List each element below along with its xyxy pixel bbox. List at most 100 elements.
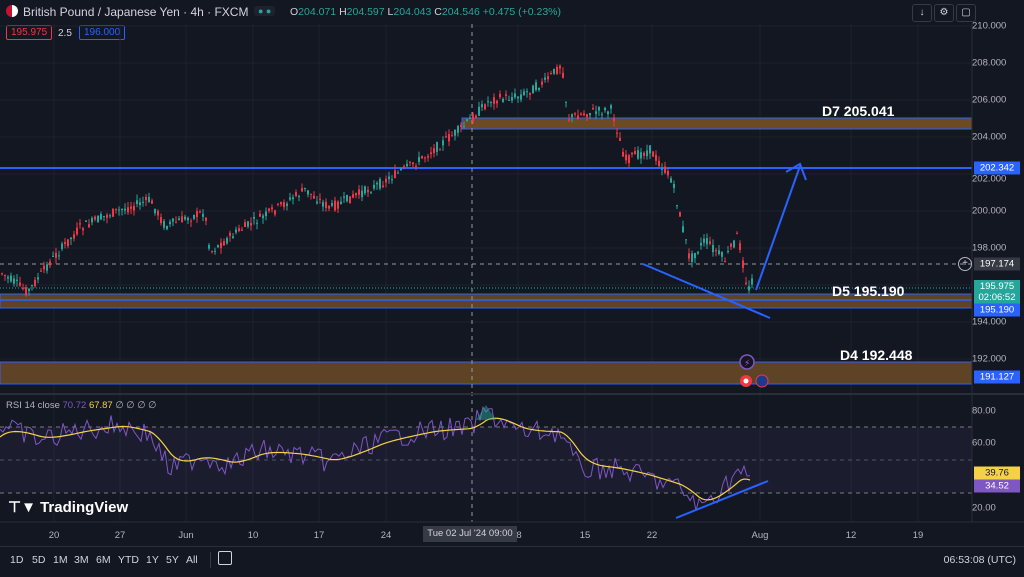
timeframe-3m[interactable]: 3M — [74, 554, 89, 566]
time-tick: Jun — [178, 530, 194, 541]
candle-body — [415, 165, 417, 167]
time-tick: 12 — [845, 530, 857, 541]
candle-body — [133, 206, 135, 211]
bottom-toolbar — [0, 546, 1024, 577]
candle-body — [622, 151, 624, 157]
candle-body — [178, 218, 180, 221]
candle-body — [655, 154, 657, 161]
candle-body — [103, 215, 105, 217]
candle-body — [736, 233, 738, 235]
rsi-overbought-fill — [476, 405, 496, 420]
down-arrow-icon[interactable]: ↓ — [912, 4, 932, 22]
candle-body — [529, 92, 531, 95]
candle-body — [484, 104, 486, 110]
candle-body — [202, 213, 204, 217]
candle-body — [487, 101, 489, 103]
tradingview-logo[interactable]: ⊤▼ TradingView — [8, 499, 129, 516]
candle-body — [139, 202, 141, 206]
price-tick: 198.000 — [972, 242, 1007, 254]
screenshot-icon[interactable]: ▢ — [956, 4, 976, 22]
utc-clock[interactable]: 06:53:08 (UTC) — [943, 554, 1016, 566]
candle-body — [373, 184, 375, 189]
timeframe-1d[interactable]: 1D — [10, 554, 24, 566]
candle-body — [196, 211, 198, 218]
candle-body — [691, 253, 693, 262]
ohlc-readout: O204.071 H204.597 L204.043 C204.546 +0.4… — [290, 6, 561, 18]
candle-body — [724, 260, 726, 263]
candle-body — [517, 96, 519, 99]
candle-body — [613, 117, 615, 121]
rsi-legend[interactable]: RSI 14 close 70.72 67.87 ∅ ∅ ∅ ∅ — [6, 400, 157, 411]
price-tick: 208.000 — [972, 57, 1007, 69]
candle-body — [253, 217, 255, 219]
candle-body — [475, 115, 477, 118]
candle-body — [598, 106, 600, 111]
candle-body — [343, 196, 345, 198]
d5-label[interactable]: D5 195.190 — [832, 283, 905, 299]
candle-body — [322, 202, 324, 207]
candle-body — [607, 111, 609, 115]
candle-body — [466, 119, 468, 121]
candle-body — [166, 225, 168, 230]
candle-body — [148, 196, 150, 202]
candle-body — [49, 261, 51, 266]
candle-body — [376, 182, 378, 185]
candle-body — [241, 229, 243, 231]
timeframe-1m[interactable]: 1M — [53, 554, 68, 566]
candle-body — [406, 163, 408, 167]
candle-body — [619, 138, 621, 141]
candle-body — [175, 221, 177, 223]
rsi-tick: 80.00 — [972, 405, 996, 417]
candle-body — [547, 76, 549, 80]
candle-body — [661, 168, 663, 170]
candle-body — [28, 288, 30, 292]
price-tick: 202.000 — [972, 173, 1007, 185]
candle-body — [721, 252, 723, 257]
rsi-tick: 20.00 — [972, 502, 996, 514]
symbol-title[interactable]: British Pound / Japanese Yen · 4h · FXCM — [23, 5, 249, 19]
timeframe-5y[interactable]: 5Y — [166, 554, 179, 566]
timeframe-6m[interactable]: 6M — [96, 554, 111, 566]
candle-body — [349, 196, 351, 204]
candle-body — [652, 151, 654, 157]
uk-flag-icon — [755, 374, 769, 388]
candle-body — [280, 202, 282, 205]
settings-icon[interactable]: ⚙ — [934, 4, 954, 22]
d7-label[interactable]: D7 205.041 — [822, 103, 895, 119]
date-range-icon[interactable] — [218, 551, 232, 565]
last-price-label: 195.975 02:06:52 — [974, 280, 1020, 305]
candle-body — [316, 201, 318, 204]
chart-canvas[interactable]: ⚡ — [0, 0, 1024, 546]
candle-body — [526, 91, 528, 93]
candle-body — [52, 255, 54, 257]
timeframe-1y[interactable]: 1Y — [146, 554, 159, 566]
d4-zone — [0, 361, 973, 385]
candle-body — [232, 236, 234, 239]
candle-body — [523, 91, 525, 95]
time-tick: 20 — [48, 530, 60, 541]
candle-body — [145, 196, 147, 201]
arrow-head-icon — [785, 162, 807, 181]
d4-label[interactable]: D4 192.448 — [840, 347, 913, 363]
candle-body — [67, 239, 69, 247]
timeframe-all[interactable]: All — [186, 554, 198, 566]
candle-body — [478, 106, 480, 116]
candle-body — [469, 117, 471, 119]
candle-body — [676, 205, 678, 207]
timeframe-ytd[interactable]: YTD — [118, 554, 139, 566]
candle-body — [502, 98, 504, 102]
candle-body — [535, 82, 537, 90]
candle-body — [634, 151, 636, 155]
price-tick: 206.000 — [972, 94, 1007, 106]
d7-zone — [461, 117, 973, 130]
candle-body — [580, 113, 582, 115]
level-191-price-label: 191.127 — [974, 370, 1020, 384]
candle-body — [25, 287, 27, 296]
candle-body — [460, 124, 462, 127]
candle-body — [637, 150, 639, 159]
timeframe-5d[interactable]: 5D — [32, 554, 46, 566]
plus-icon[interactable]: + — [958, 257, 972, 271]
candle-body — [595, 111, 597, 114]
candle-body — [331, 202, 333, 206]
candle-body — [325, 201, 327, 209]
